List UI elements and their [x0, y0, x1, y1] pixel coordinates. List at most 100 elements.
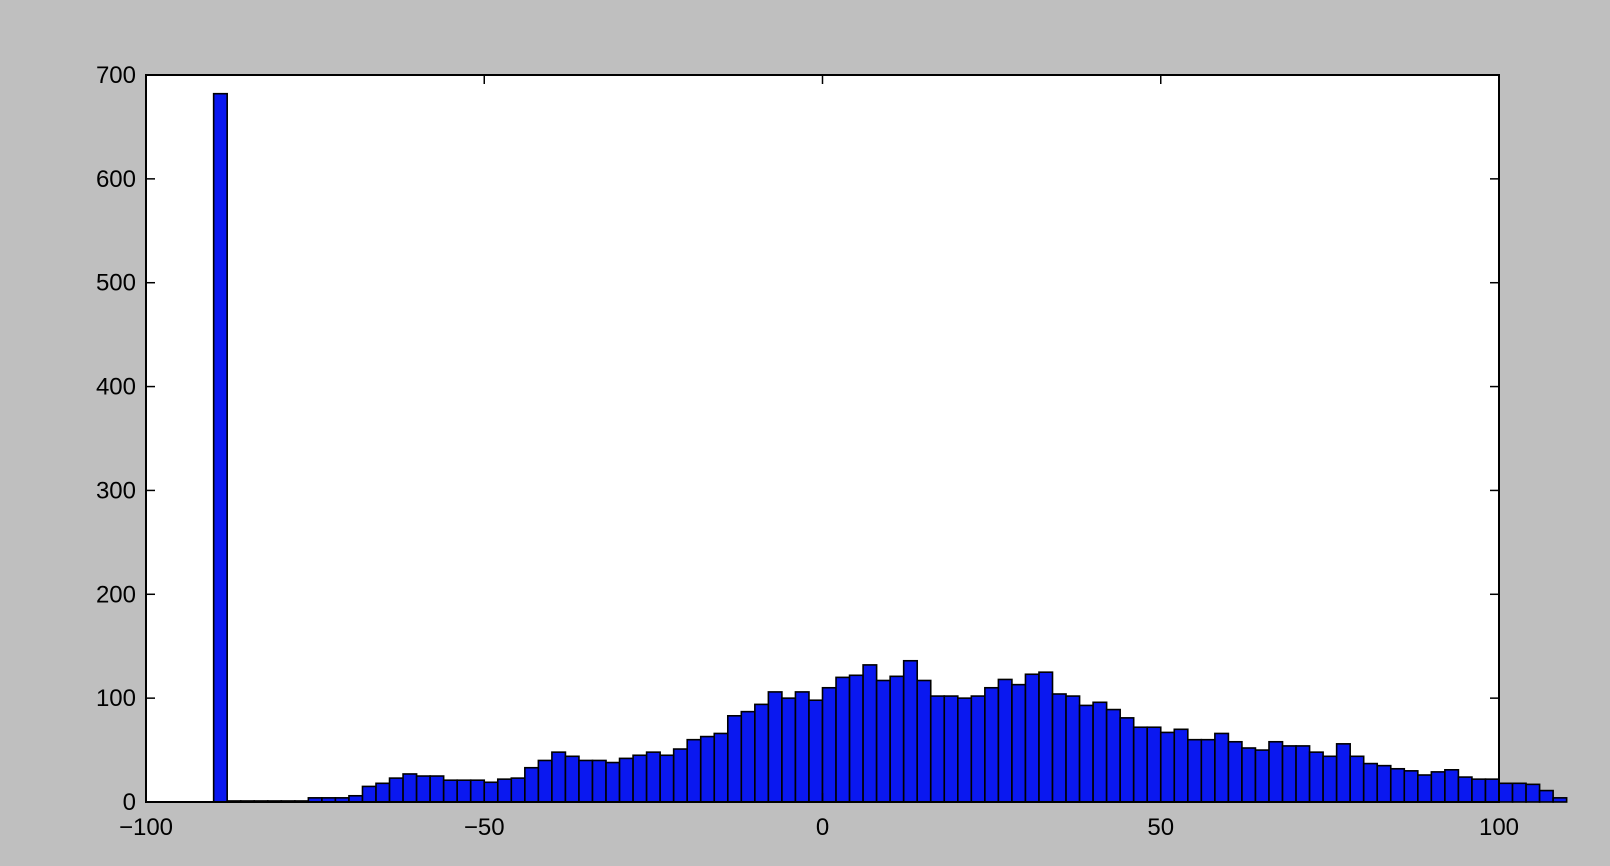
- y-tick-label: 100: [96, 685, 136, 712]
- histogram-bar: [1038, 671, 1054, 803]
- histogram-bar: [1254, 749, 1270, 803]
- y-tick-label: 400: [96, 374, 136, 401]
- histogram-bar: [1119, 717, 1135, 803]
- plot-area: [146, 75, 1499, 802]
- histogram-bar: [483, 781, 499, 803]
- histogram-bar: [212, 92, 228, 803]
- histogram-bar: [388, 777, 404, 803]
- histogram-bar: [524, 766, 540, 803]
- histogram-bar: [767, 691, 783, 803]
- histogram-bar: [1227, 740, 1243, 803]
- x-tick-label: 100: [1479, 814, 1519, 841]
- histogram-bar: [1444, 769, 1460, 803]
- x-tick-label: −100: [119, 814, 173, 841]
- histogram-bar: [1268, 740, 1284, 803]
- histogram-bar: [1484, 778, 1500, 803]
- histogram-bar: [726, 714, 743, 803]
- histogram-bar: [1322, 755, 1338, 803]
- histogram-bar: [1552, 797, 1568, 803]
- y-axis-tick-labels: 0 100 200 300 400 500 600 700: [96, 62, 136, 816]
- histogram-bar: [1011, 683, 1027, 803]
- histogram-bar: [1403, 770, 1419, 803]
- histogram-bar: [835, 676, 851, 803]
- histogram-bar: [1132, 726, 1149, 803]
- histogram-bars: [212, 92, 1568, 803]
- histogram-bar: [1525, 783, 1541, 803]
- x-tick-label: 0: [816, 814, 829, 841]
- histogram-bar: [984, 686, 1000, 803]
- histogram-bar: [1092, 701, 1108, 803]
- histogram-bar: [1295, 745, 1311, 803]
- histogram-bar: [956, 697, 973, 803]
- y-tick-label: 0: [123, 789, 136, 816]
- histogram-bar: [1051, 693, 1067, 803]
- y-tick-label: 600: [96, 166, 136, 193]
- histogram-bar: [713, 732, 729, 803]
- histogram-bar: [1417, 774, 1433, 803]
- histogram-bar: [1214, 732, 1230, 803]
- histogram-bar: [943, 695, 959, 803]
- x-tick-label: −50: [464, 814, 505, 841]
- histogram-bar: [551, 751, 567, 803]
- histogram-bar: [1065, 695, 1081, 803]
- histogram-bar: [699, 735, 716, 803]
- histogram-bar: [1105, 708, 1121, 803]
- histogram-bar: [889, 675, 905, 803]
- histogram-bar: [672, 748, 688, 803]
- histogram-bar: [781, 697, 797, 803]
- y-tick-label: 700: [96, 62, 136, 89]
- histogram-bar: [1146, 726, 1162, 803]
- axis-ticks: [145, 74, 1500, 803]
- histogram-bar: [1538, 789, 1554, 803]
- x-tick-label: 50: [1147, 814, 1174, 841]
- histogram-bar: [1187, 738, 1203, 803]
- histogram-bar: [1349, 755, 1365, 803]
- histogram-bar: [848, 674, 864, 803]
- histogram-bar: [1281, 745, 1297, 803]
- histogram-bar: [902, 659, 919, 803]
- histogram-bar: [1376, 764, 1392, 803]
- histogram-bar: [1430, 771, 1446, 803]
- histogram-bar: [429, 775, 445, 803]
- histogram-bar: [361, 785, 377, 803]
- histogram-bar: [916, 679, 932, 803]
- histogram-bar: [496, 778, 513, 803]
- histogram-bar: [686, 738, 702, 803]
- histogram-bar: [578, 759, 594, 803]
- histogram-bar: [537, 759, 553, 803]
- histogram-bar: [442, 779, 458, 803]
- histogram-bar: [808, 699, 824, 803]
- histogram-bar: [862, 664, 878, 803]
- histogram-bar: [1389, 767, 1406, 803]
- y-tick-label: 500: [96, 270, 136, 297]
- histogram-bar: [970, 695, 986, 803]
- histogram-bar: [794, 691, 810, 803]
- histogram-bar: [1024, 673, 1040, 803]
- histogram-bar: [456, 779, 472, 803]
- histogram-bar: [740, 710, 756, 803]
- histogram-bar: [1308, 751, 1324, 803]
- histogram-bar: [1078, 704, 1094, 803]
- histogram-bar: [1335, 743, 1351, 803]
- histogram-bar: [375, 782, 391, 803]
- histogram-bar: [659, 754, 675, 803]
- histogram-bar: [510, 777, 526, 803]
- histogram-bar: [564, 755, 580, 803]
- histogram-bar: [1200, 738, 1216, 803]
- histogram-bar: [591, 759, 607, 803]
- y-tick-label: 300: [96, 477, 136, 504]
- histogram-bar: [402, 773, 418, 803]
- histogram-bar: [1362, 762, 1379, 803]
- histogram-bar: [1511, 782, 1527, 803]
- histogram-bar: [645, 751, 661, 803]
- histogram-bar: [1457, 776, 1473, 803]
- histogram-bar: [469, 779, 486, 803]
- histogram-bar: [1241, 747, 1257, 803]
- x-axis-tick-labels: −100 −50 0 50 100: [119, 814, 1519, 841]
- histogram-bar: [1498, 782, 1514, 803]
- histogram-bar: [875, 679, 891, 803]
- histogram-bar: [754, 703, 770, 803]
- histogram-bar: [997, 678, 1013, 803]
- histogram-bar: [415, 775, 431, 803]
